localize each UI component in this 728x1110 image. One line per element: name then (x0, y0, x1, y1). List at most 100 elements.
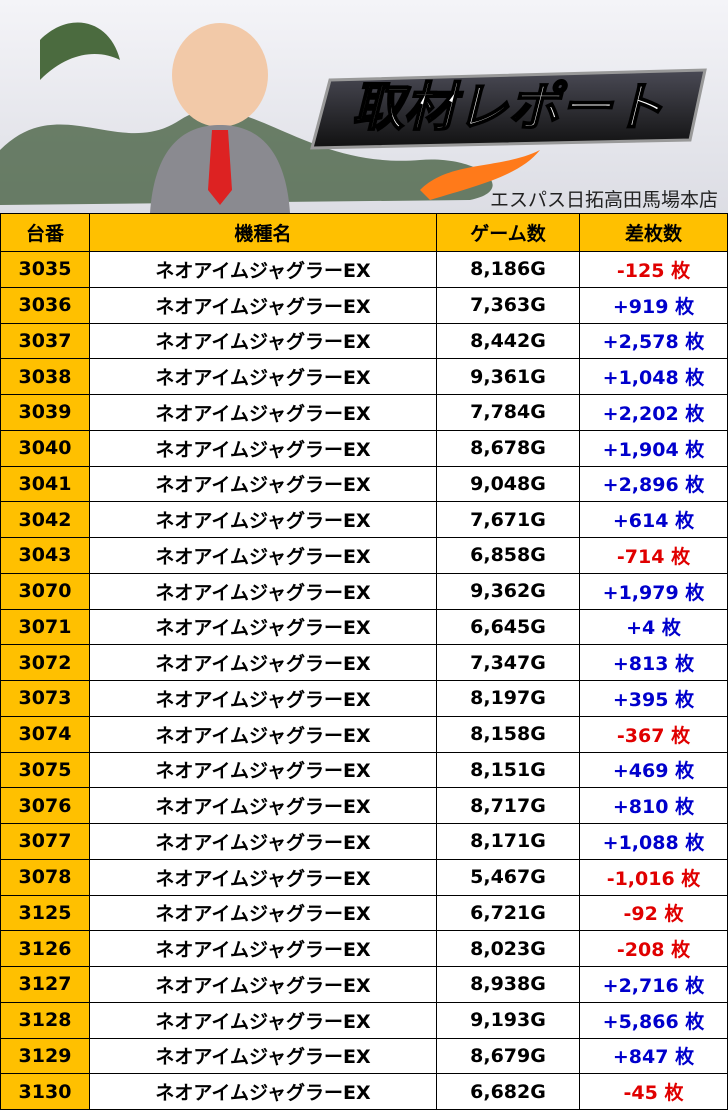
coin-diff: +1,048 枚 (580, 359, 728, 395)
game-count: 8,023G (437, 931, 580, 967)
unit-number: 3078 (0, 859, 90, 896)
machine-name: ネオアイムジャグラーEX (90, 824, 437, 860)
game-count: 8,442G (437, 323, 580, 360)
unit-number: 3125 (0, 895, 90, 932)
coin-diff: -1,016 枚 (580, 859, 728, 896)
unit-number: 3127 (0, 967, 90, 1003)
machine-name: ネオアイムジャグラーEX (90, 859, 437, 896)
unit-number: 3077 (0, 824, 90, 860)
game-count: 8,197G (437, 681, 580, 717)
machine-name: ネオアイムジャグラーEX (90, 1002, 437, 1039)
unit-number: 3042 (0, 502, 90, 538)
coin-diff: +847 枚 (580, 1038, 728, 1075)
machine-name: ネオアイムジャグラーEX (90, 895, 437, 932)
game-count: 6,858G (437, 538, 580, 574)
machine-name: ネオアイムジャグラーEX (90, 252, 437, 288)
machine-name: ネオアイムジャグラーEX (90, 466, 437, 503)
game-count: 7,347G (437, 645, 580, 681)
machine-name: ネオアイムジャグラーEX (90, 681, 437, 717)
game-count: 9,193G (437, 1002, 580, 1039)
character-face (172, 23, 268, 127)
game-count: 7,671G (437, 502, 580, 538)
coin-diff: +1,904 枚 (580, 430, 728, 467)
machine-name: ネオアイムジャグラーEX (90, 395, 437, 431)
game-count: 6,645G (437, 609, 580, 646)
unit-number: 3039 (0, 395, 90, 431)
unit-number: 3130 (0, 1074, 90, 1110)
coin-diff: +395 枚 (580, 681, 728, 717)
title-plate (310, 68, 707, 150)
machine-name: ネオアイムジャグラーEX (90, 287, 437, 324)
game-count: 8,151G (437, 752, 580, 789)
coin-diff: +919 枚 (580, 287, 728, 324)
game-count: 6,682G (437, 1074, 580, 1110)
game-count: 7,784G (437, 395, 580, 431)
header-cell: 機種名 (90, 213, 437, 252)
game-count: 8,717G (437, 788, 580, 824)
coin-diff: -125 枚 (580, 252, 728, 288)
store-name: エスパス日拓高田馬場本店 (490, 189, 718, 211)
game-count: 8,678G (437, 430, 580, 467)
game-count: 8,186G (437, 252, 580, 288)
banner-title: 取材レポート (352, 78, 664, 138)
coin-diff: -92 枚 (580, 895, 728, 932)
header-cell: 差枚数 (580, 213, 728, 252)
machine-name: ネオアイムジャグラーEX (90, 502, 437, 538)
header-cell: ゲーム数 (437, 213, 580, 252)
game-count: 8,171G (437, 824, 580, 860)
coin-diff: +1,088 枚 (580, 824, 728, 860)
flame (420, 150, 540, 200)
machine-name: ネオアイムジャグラーEX (90, 359, 437, 395)
unit-number: 3040 (0, 430, 90, 467)
coin-diff: +810 枚 (580, 788, 728, 824)
unit-number: 3075 (0, 752, 90, 789)
machine-name: ネオアイムジャグラーEX (90, 609, 437, 646)
unit-number: 3036 (0, 287, 90, 324)
unit-number: 3035 (0, 252, 90, 288)
unit-number: 3129 (0, 1038, 90, 1075)
machine-name: ネオアイムジャグラーEX (90, 430, 437, 467)
machine-name: ネオアイムジャグラーEX (90, 323, 437, 360)
unit-number: 3126 (0, 931, 90, 967)
machine-name: ネオアイムジャグラーEX (90, 538, 437, 574)
unit-number: 3038 (0, 359, 90, 395)
coin-diff: -45 枚 (580, 1074, 728, 1110)
unit-number: 3070 (0, 573, 90, 610)
unit-number: 3073 (0, 681, 90, 717)
coin-diff: -367 枚 (580, 716, 728, 753)
unit-number: 3074 (0, 716, 90, 753)
machine-name: ネオアイムジャグラーEX (90, 645, 437, 681)
unit-number: 3128 (0, 1002, 90, 1039)
coin-diff: +2,578 枚 (580, 323, 728, 360)
unit-number: 3043 (0, 538, 90, 574)
unit-number: 3076 (0, 788, 90, 824)
machine-name: ネオアイムジャグラーEX (90, 752, 437, 789)
game-count: 5,467G (437, 859, 580, 896)
coin-diff: +5,866 枚 (580, 1002, 728, 1039)
coin-diff: +2,896 枚 (580, 466, 728, 503)
header-cell: 台番 (0, 213, 90, 252)
coin-diff: -208 枚 (580, 931, 728, 967)
machine-name: ネオアイムジャグラーEX (90, 931, 437, 967)
unit-number: 3037 (0, 323, 90, 360)
game-count: 8,679G (437, 1038, 580, 1075)
machine-name: ネオアイムジャグラーEX (90, 788, 437, 824)
coin-diff: +1,979 枚 (580, 573, 728, 610)
coin-diff: +4 枚 (580, 609, 728, 646)
unit-number: 3072 (0, 645, 90, 681)
machine-name: ネオアイムジャグラーEX (90, 1038, 437, 1075)
game-count: 9,048G (437, 466, 580, 503)
machine-name: ネオアイムジャグラーEX (90, 1074, 437, 1110)
unit-number: 3071 (0, 609, 90, 646)
machine-name: ネオアイムジャグラーEX (90, 573, 437, 610)
coin-diff: -714 枚 (580, 538, 728, 574)
coin-diff: +469 枚 (580, 752, 728, 789)
unit-number: 3041 (0, 466, 90, 503)
game-count: 9,361G (437, 359, 580, 395)
game-count: 8,158G (437, 716, 580, 753)
coin-diff: +813 枚 (580, 645, 728, 681)
coin-diff: +2,202 枚 (580, 395, 728, 431)
game-count: 7,363G (437, 287, 580, 324)
machine-name: ネオアイムジャグラーEX (90, 716, 437, 753)
